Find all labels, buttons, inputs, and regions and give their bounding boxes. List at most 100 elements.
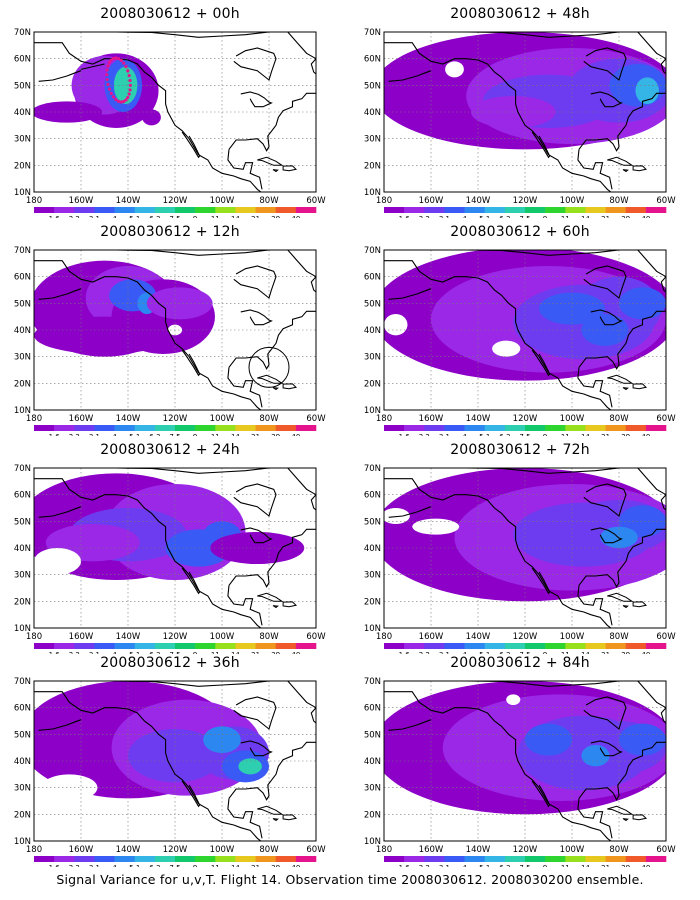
longitude-label: 120W — [163, 196, 188, 206]
latitude-label: 40N — [14, 757, 31, 767]
colorbar-segment — [74, 207, 95, 213]
colorbar-label: 5.1 — [479, 864, 490, 867]
coastline — [577, 367, 613, 408]
longitude-label: 60W — [656, 196, 676, 206]
colorbar-segment — [54, 207, 75, 213]
latitude-label: 50N — [14, 81, 31, 91]
latitude-label: 50N — [14, 730, 31, 740]
colorbar-label: 4 — [462, 215, 467, 218]
coastline — [384, 691, 612, 841]
colorbar-label: 4 — [112, 651, 117, 654]
latitude-label: 10N — [364, 837, 381, 847]
colorbar-segment — [215, 643, 236, 649]
coastline — [637, 681, 666, 709]
colorbar-label: 6.3 — [499, 215, 510, 218]
coastline — [38, 719, 82, 731]
coastline — [384, 681, 620, 687]
colorbar-label: 3.1 — [439, 433, 450, 436]
variance-contour-fill — [525, 723, 572, 756]
latitude-label: 60N — [14, 55, 31, 65]
coastline — [660, 707, 666, 735]
colorbar-segment — [275, 643, 297, 649]
flight-track-dot — [117, 99, 121, 103]
coastline — [531, 131, 551, 159]
latitude-label: 40N — [14, 544, 31, 554]
colorbar-label: 29 — [271, 433, 280, 436]
longitude-label: 100W — [560, 632, 585, 642]
colorbar-segment — [114, 425, 136, 431]
coastline — [637, 32, 666, 60]
colorbar-label: 9 — [193, 864, 197, 867]
colorbar-segment — [154, 207, 176, 213]
coastline — [637, 468, 666, 496]
longitude-label: 60W — [306, 632, 326, 642]
coastline — [590, 91, 623, 108]
flight-track-dot — [111, 95, 116, 99]
colorbar-segment — [114, 207, 136, 213]
coastline — [590, 309, 623, 326]
longitude-label: 120W — [163, 632, 188, 642]
longitude-label: 120W — [163, 414, 188, 424]
island-outline — [607, 805, 634, 815]
colorbar-segment — [504, 856, 526, 862]
variance-gap — [492, 340, 521, 357]
colorbar-segment — [34, 643, 55, 649]
latitude-label: 60N — [14, 704, 31, 714]
latitude-label: 70N — [14, 464, 31, 474]
colorbar-label: 29 — [271, 651, 280, 654]
variance-contour-fill — [34, 316, 175, 354]
colorbar-segment — [175, 207, 196, 213]
longitude-label: 140W — [466, 632, 491, 642]
latitude-label: 60N — [364, 273, 381, 283]
flight-track-dot — [119, 58, 123, 62]
colorbar-label: 14 — [231, 651, 240, 654]
colorbar-segment — [404, 425, 425, 431]
coastline — [660, 276, 666, 304]
colorbar-label: 2.2 — [419, 864, 430, 867]
colorbar-label: 11 — [561, 215, 570, 218]
flight-track-dot — [105, 77, 109, 82]
coastline — [660, 494, 666, 522]
colorbar-label: 14 — [231, 215, 240, 218]
colorbar-segment — [134, 643, 156, 649]
coastline — [531, 349, 551, 377]
variance-contour-fill — [210, 532, 305, 564]
colorbar-label: 21 — [251, 651, 260, 654]
colorbar-label: 29 — [621, 651, 630, 654]
coastline — [227, 798, 263, 839]
colorbar-segment — [424, 425, 445, 431]
colorbar-segment — [645, 207, 667, 213]
panel-title: 2008030612 + 00h — [100, 6, 240, 22]
variance-gap — [412, 518, 460, 535]
colorbar-label: 7.5 — [169, 651, 180, 654]
colorbar-segment — [565, 207, 586, 213]
colorbar-label: 14 — [581, 864, 590, 867]
colorbar-label: 6.3 — [149, 433, 160, 436]
coastline — [583, 265, 627, 299]
variance-contour-fill — [619, 723, 666, 756]
island-outline — [632, 814, 648, 821]
colorbar-segment — [605, 425, 627, 431]
latitude-label: 60N — [364, 55, 381, 65]
colorbar-segment — [484, 856, 506, 862]
colorbar-label: 14 — [581, 651, 590, 654]
colorbar-label: 4 — [112, 864, 117, 867]
colorbar-segment — [565, 856, 586, 862]
island-outline — [632, 601, 648, 608]
coastline — [388, 70, 432, 82]
colorbar-segment — [565, 425, 586, 431]
longitude-label: 180 — [376, 632, 392, 642]
colorbar-label: 4 — [462, 864, 467, 867]
map-frame — [383, 680, 667, 842]
colorbar-segment — [625, 643, 647, 649]
colorbar-segment — [565, 643, 586, 649]
colorbar-segment — [585, 643, 606, 649]
colorbar-label: 7.5 — [169, 215, 180, 218]
colorbar-segment — [134, 856, 156, 862]
colorbar-segment — [295, 207, 317, 213]
longitude-label: 120W — [513, 196, 538, 206]
longitude-label: 80W — [609, 196, 629, 206]
panel-12h: 2008030612 + 12h 70N 60N 50N 40N 30N 20N 10N 18… — [0, 224, 340, 436]
